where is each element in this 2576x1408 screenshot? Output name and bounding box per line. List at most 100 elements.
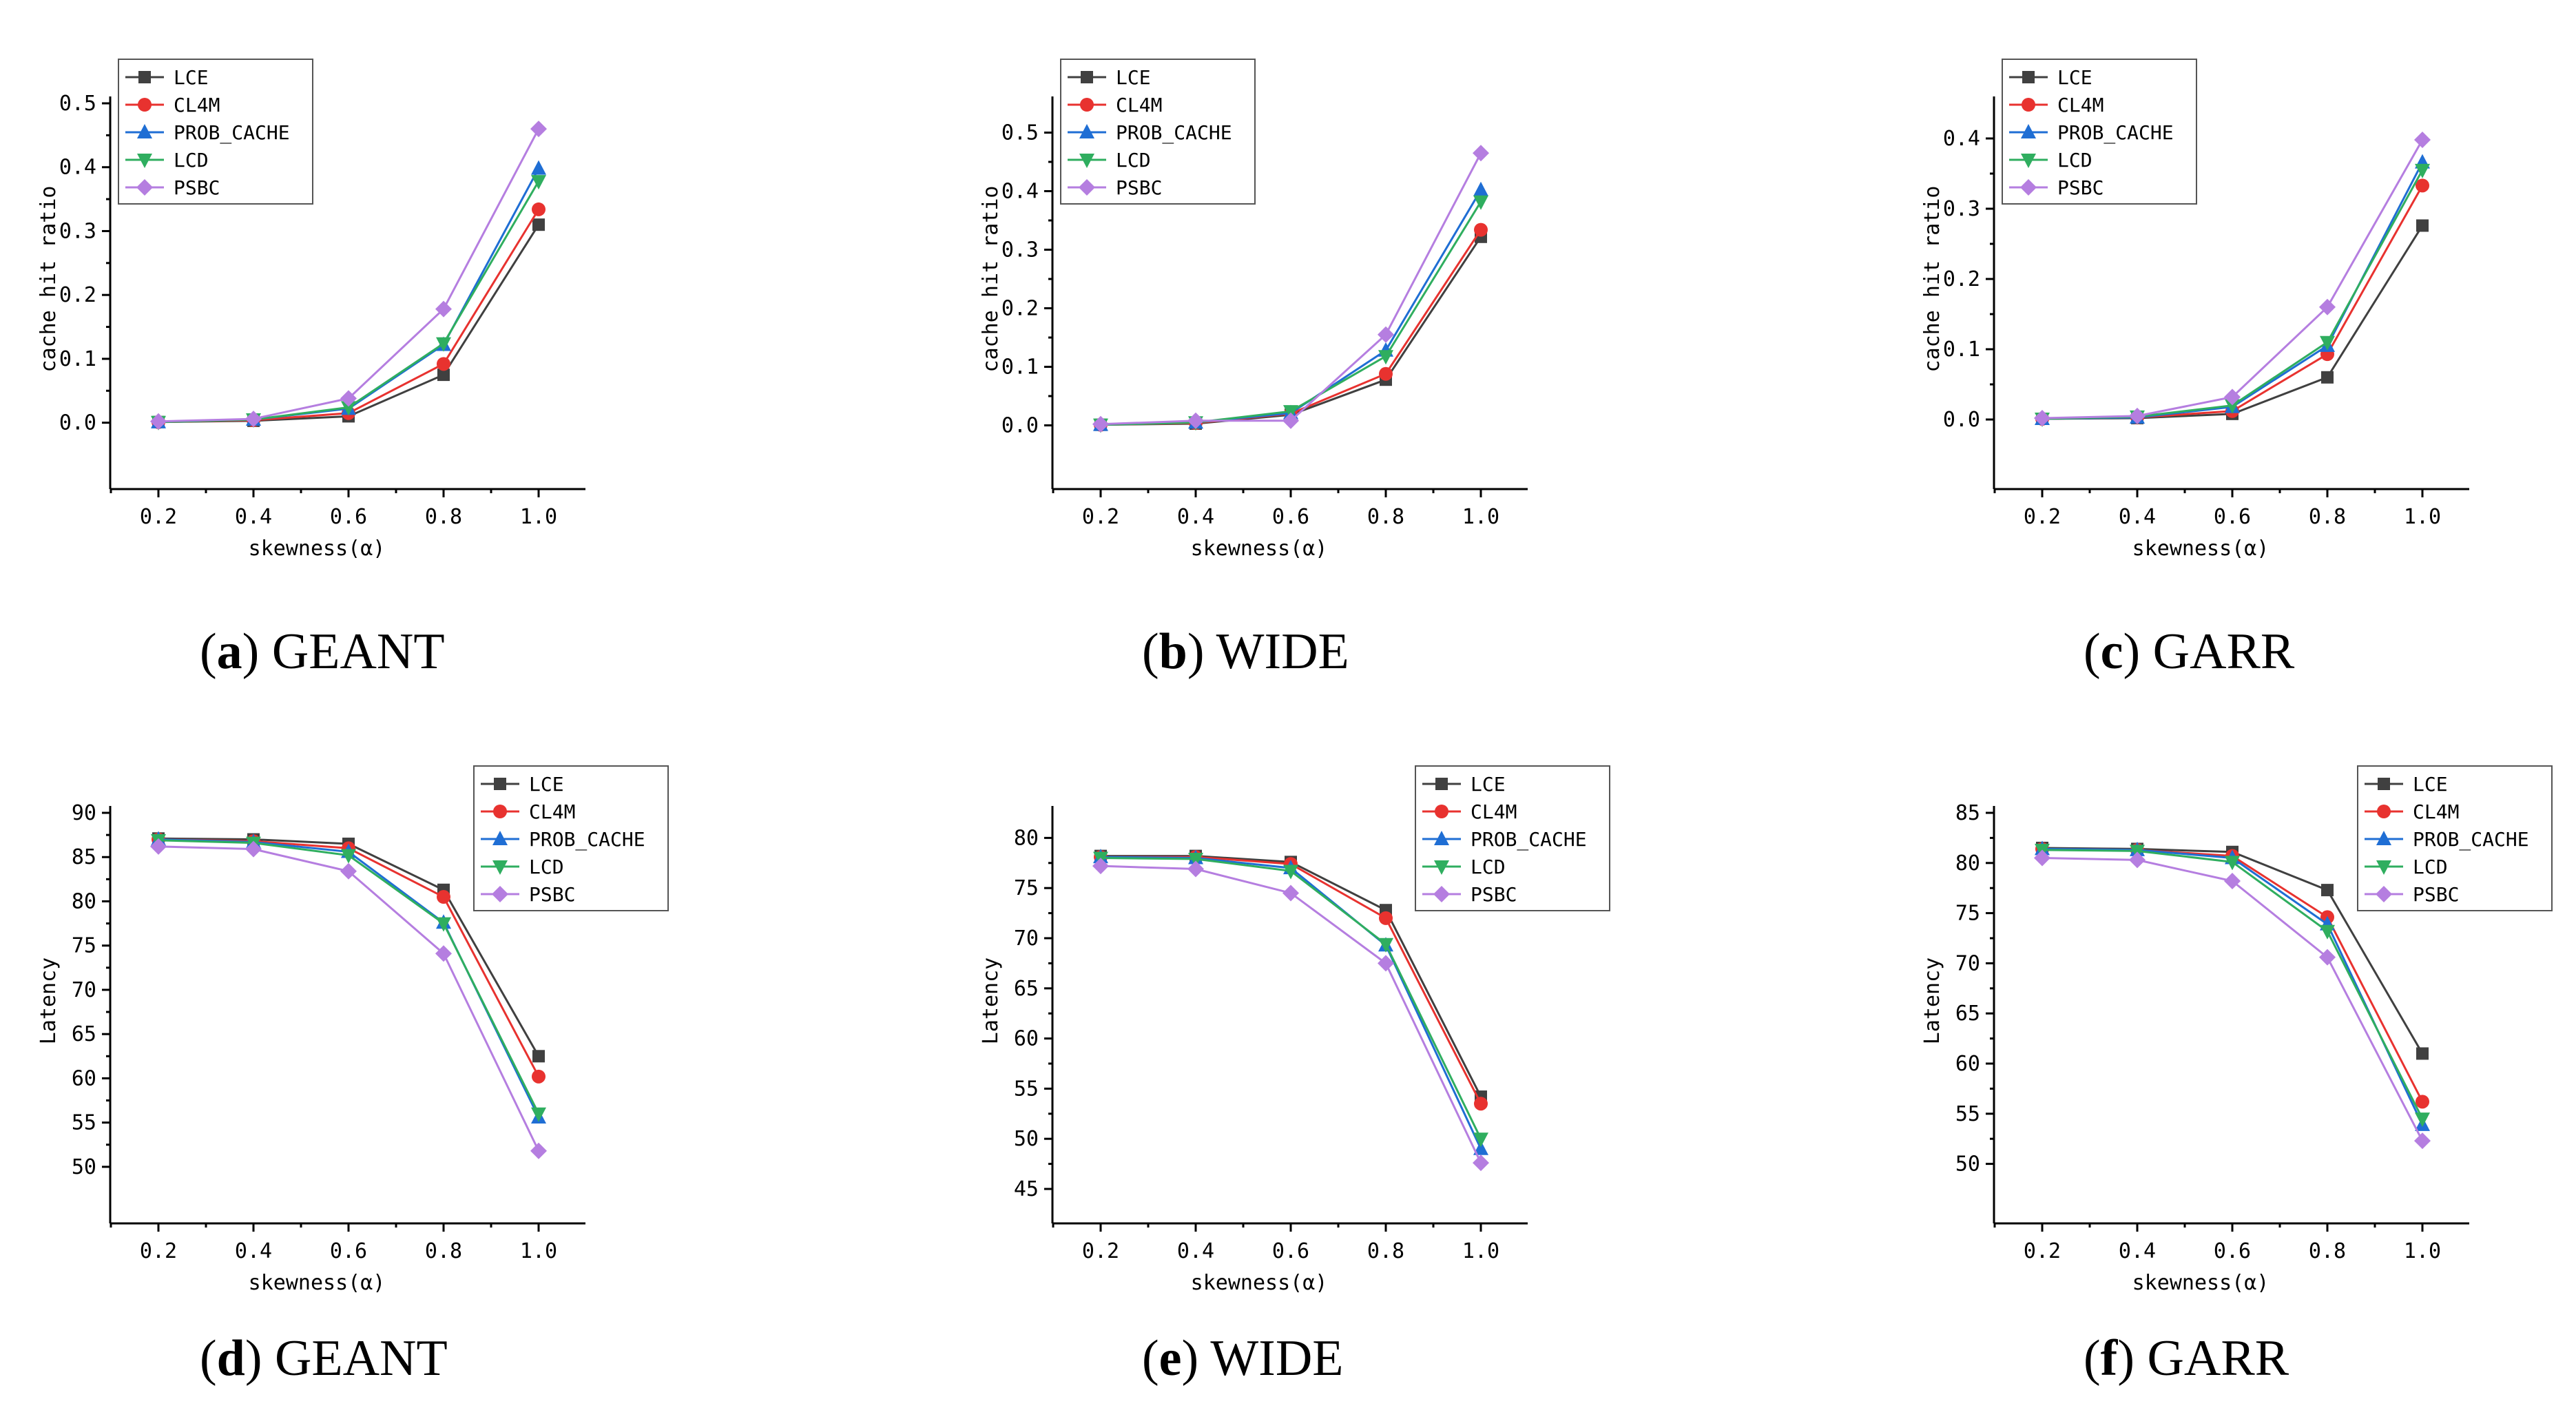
- x-tick-label: 0.2: [140, 1239, 177, 1263]
- caption-paren-close: ): [242, 623, 272, 680]
- x-tick-label: 0.2: [2024, 505, 2061, 529]
- data-point: [1092, 858, 1109, 875]
- x-tick-label: 1.0: [2404, 505, 2441, 529]
- y-tick-label: 0.2: [1943, 267, 1980, 291]
- legend-label: LCE: [174, 66, 209, 89]
- legend: LCE CL4M PROB_CACHE LCD PSBC: [1415, 765, 1610, 911]
- y-tick-label: 0.3: [1943, 197, 1980, 221]
- legend-marker: [2376, 860, 2391, 875]
- data-point: [341, 401, 356, 416]
- series-psbc: [2034, 849, 2431, 1150]
- y-axis-label: cache hit ratio: [979, 186, 1003, 373]
- y-tick-label: 0.2: [59, 283, 96, 307]
- y-tick-label: 70: [1955, 951, 1980, 975]
- data-point: [2415, 1112, 2430, 1128]
- legend-label: CL4M: [2413, 800, 2459, 823]
- data-point: [437, 890, 450, 904]
- x-tick-label: 1.0: [1462, 505, 1499, 529]
- legend-item-lcd: LCD: [1068, 149, 1151, 172]
- legend-item-cl4m: CL4M: [2009, 94, 2104, 116]
- series-line-cl4m: [2042, 185, 2424, 420]
- data-point: [437, 369, 450, 382]
- legend-item-prob_cache: PROB_CACHE: [125, 121, 290, 145]
- legend-label: PROB_CACHE: [1116, 121, 1232, 145]
- data-point: [245, 411, 262, 428]
- caption-paren-close: ): [2117, 1330, 2147, 1387]
- caption-text: WIDE: [1216, 623, 1349, 680]
- y-tick-label: 85: [1955, 801, 1980, 825]
- data-point: [150, 838, 167, 855]
- legend-marker: [138, 71, 151, 83]
- legend-label: LCE: [1116, 66, 1151, 89]
- x-tick-label: 1.0: [2404, 1239, 2441, 1263]
- legend-label: PSBC: [529, 883, 575, 906]
- data-point: [1282, 412, 1299, 429]
- x-axis-label: skewness(α): [2132, 537, 2269, 561]
- legend: LCE CL4M PROB_CACHE LCD PSBC: [473, 765, 669, 911]
- y-tick-label: 50: [1014, 1127, 1039, 1151]
- caption-letter: f: [2101, 1330, 2119, 1387]
- y-tick-label: 65: [1014, 977, 1039, 1001]
- legend-item-cl4m: CL4M: [1422, 800, 1517, 823]
- data-point: [1283, 405, 1298, 420]
- x-tick-label: 0.8: [2309, 505, 2346, 529]
- legend-item-psbc: PSBC: [481, 883, 575, 906]
- legend-item-psbc: PSBC: [1068, 176, 1162, 199]
- data-point: [2320, 335, 2335, 351]
- y-tick-label: 80: [1014, 826, 1039, 850]
- legend-item-lcd: LCD: [481, 856, 564, 878]
- x-tick-label: 0.8: [2309, 1239, 2346, 1263]
- data-point: [2319, 298, 2336, 315]
- y-axis-label: cache hit ratio: [1920, 186, 1944, 373]
- data-point: [1473, 195, 1488, 210]
- data-point: [1474, 1097, 1488, 1111]
- data-point: [2034, 849, 2050, 867]
- y-tick-label: 0.0: [59, 411, 96, 435]
- data-point: [1187, 860, 1204, 878]
- y-tick-label: 0.2: [1001, 297, 1039, 321]
- legend-item-lcd: LCD: [1422, 856, 1506, 878]
- data-point: [530, 121, 547, 138]
- legend-label: PSBC: [1471, 883, 1517, 906]
- y-tick-label: 0.5: [59, 92, 96, 116]
- panel-caption: (f) GARR: [2084, 1330, 2289, 1387]
- legend: LCE CL4M PROB_CACHE LCD PSBC: [2357, 765, 2553, 911]
- x-tick-label: 0.8: [425, 505, 462, 529]
- legend-label: PROB_CACHE: [529, 828, 645, 851]
- legend-item-lce: LCE: [2365, 773, 2448, 796]
- series-line-cl4m: [1100, 229, 1482, 426]
- caption-text: WIDE: [1210, 1330, 1343, 1387]
- series-lcd: [151, 834, 546, 1122]
- legend-item-lcd: LCD: [125, 149, 209, 172]
- legend-item-prob_cache: PROB_CACHE: [2009, 121, 2174, 145]
- legend-marker: [2021, 124, 2036, 138]
- x-tick-label: 1.0: [520, 1239, 557, 1263]
- y-tick-label: 0.4: [1943, 127, 1980, 151]
- data-point: [1378, 938, 1393, 953]
- data-point: [1473, 1155, 1489, 1172]
- x-tick-label: 0.4: [1177, 1239, 1214, 1263]
- legend-marker: [1435, 778, 1448, 790]
- x-tick-label: 0.2: [1082, 505, 1119, 529]
- data-point: [1473, 1132, 1488, 1148]
- caption-paren-open: (: [200, 623, 217, 680]
- caption-paren-close: ): [1182, 1330, 1211, 1387]
- data-point: [340, 390, 357, 407]
- x-tick-label: 0.2: [2024, 1239, 2061, 1263]
- data-point: [1473, 1140, 1488, 1155]
- series-lcd: [2035, 843, 2430, 1128]
- panel-caption: (d) GEANT: [200, 1330, 448, 1387]
- data-point: [1188, 852, 1203, 867]
- y-axis-label: Latency: [1920, 957, 1944, 1044]
- caption-letter: a: [217, 623, 242, 680]
- series-line-prob_cache: [1100, 189, 1482, 426]
- legend-marker: [2020, 179, 2037, 196]
- legend-item-cl4m: CL4M: [125, 94, 220, 116]
- panel-caption: (b) WIDE: [1142, 623, 1349, 680]
- y-tick-label: 0.4: [1001, 180, 1039, 204]
- legend-marker: [1434, 831, 1449, 845]
- legend-marker: [137, 154, 152, 168]
- y-tick-label: 75: [1955, 902, 1980, 926]
- data-point: [436, 337, 451, 352]
